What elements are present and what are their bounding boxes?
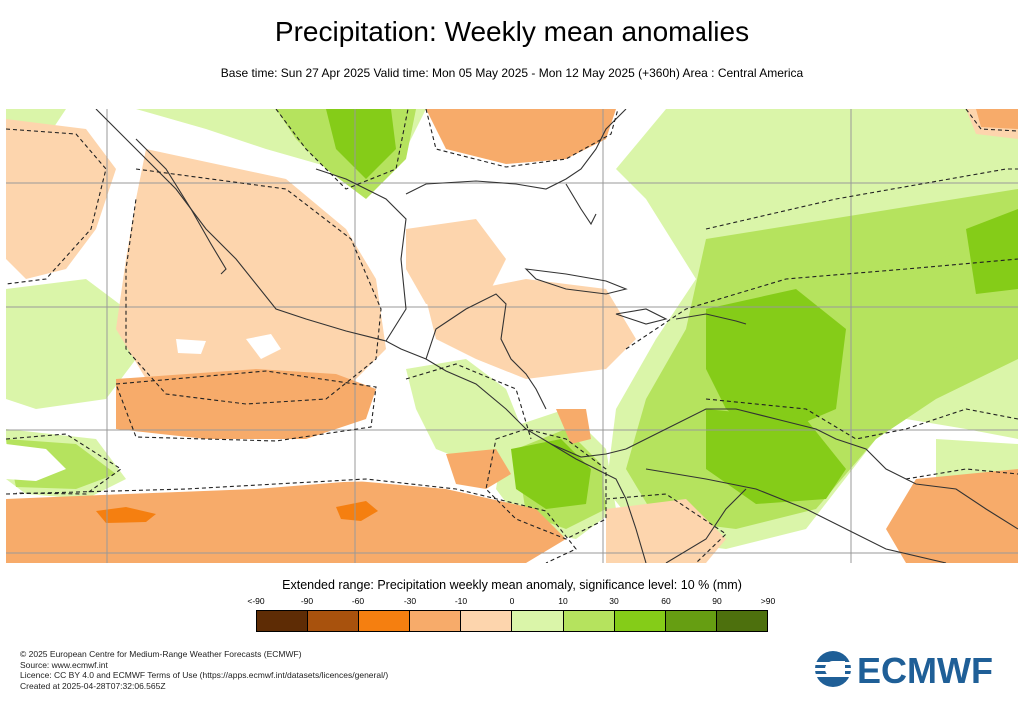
ecmwf-logo: ECMWF	[813, 650, 1008, 691]
legend-swatch	[716, 611, 767, 631]
legend-swatch	[665, 611, 717, 631]
legend-label: 0	[509, 596, 515, 606]
legend-title: Extended range: Precipitation weekly mea…	[282, 578, 742, 592]
chart-title: Precipitation: Weekly mean anomalies	[274, 16, 750, 47]
legend-label: 60	[661, 596, 671, 606]
legend-labels: <-90 -90 -60 -30 -10 0 10 30 60 90 >90	[247, 596, 775, 608]
legend-label: 30	[609, 596, 619, 606]
footer-credits: © 2025 European Centre for Medium-Range …	[20, 649, 388, 691]
source-text: Source: www.ecmwf.int	[20, 659, 108, 670]
ecmwf-logo-icon	[813, 651, 853, 687]
coastlines	[95, 109, 1018, 563]
anomaly-negative-mid	[6, 109, 1018, 563]
copyright-text: © 2025 European Centre for Medium-Range …	[20, 649, 302, 659]
legend-label: 90	[712, 596, 722, 606]
legend-label: -90	[300, 596, 314, 606]
legend-label: -60	[351, 596, 365, 606]
precipitation-anomaly-map	[6, 109, 1018, 563]
legend-label: <-90	[247, 596, 265, 606]
legend-label: 10	[558, 596, 568, 606]
licence-text: Licence: CC BY 4.0 and ECMWF Terms of Us…	[20, 670, 389, 681]
anomaly-positive-strong	[326, 109, 1018, 509]
legend-color-bar	[256, 610, 768, 632]
significance-contours	[6, 109, 1018, 563]
legend-label: -30	[403, 596, 417, 606]
no-anomaly-areas	[6, 334, 436, 485]
legend-swatch	[614, 611, 666, 631]
legend-swatch	[308, 611, 360, 631]
created-at-text: Created at 2025-04-28T07:32:06.565Z	[20, 680, 166, 691]
legend-label: >90	[760, 596, 776, 606]
legend-swatch	[359, 611, 411, 631]
legend-swatch	[410, 611, 462, 631]
ecmwf-logo-text: ECMWF	[857, 650, 993, 690]
anomaly-negative-strong	[96, 501, 378, 523]
chart-subtitle: Base time: Sun 27 Apr 2025 Valid time: M…	[220, 66, 804, 80]
legend-swatch	[257, 611, 309, 631]
legend-swatch	[563, 611, 615, 631]
legend-label: -10	[454, 596, 468, 606]
legend-swatch	[512, 611, 564, 631]
legend-swatch	[461, 611, 513, 631]
